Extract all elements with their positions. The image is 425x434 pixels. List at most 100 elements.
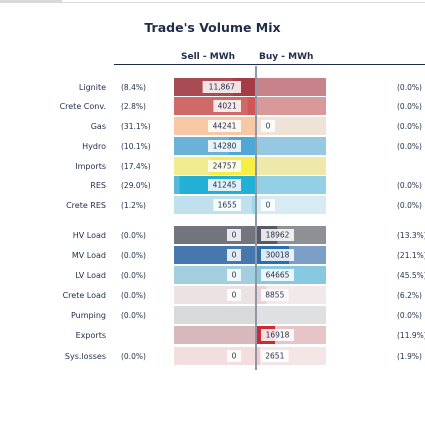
buy-percent-label: (0.0%)	[397, 181, 422, 190]
buy-value-badge	[261, 120, 275, 132]
buy-percent-label: (1.9%)	[397, 352, 422, 361]
sell-percent-label: (0.0%)	[121, 291, 146, 300]
buy-value-badge	[261, 249, 294, 261]
category-label: Imports	[75, 162, 106, 171]
category-label: Exports	[76, 331, 106, 340]
buy-percent-label: (21.1%)	[397, 251, 425, 260]
sell-percent-label: (0.0%)	[121, 271, 146, 280]
sell-bar	[247, 97, 255, 115]
sell-row-background	[174, 326, 255, 344]
buy-row-background	[257, 157, 326, 175]
sell-value-label: 44241	[213, 122, 237, 131]
buy-value-badge	[261, 269, 294, 281]
sell-value-badge	[208, 140, 241, 152]
buy-value-label: 2651	[265, 352, 284, 361]
buy-value-label: 64665	[266, 271, 290, 280]
sell-value-badge	[227, 289, 241, 301]
sell-row-background	[174, 347, 255, 365]
buy-value-badge	[261, 229, 294, 241]
category-label: Gas	[91, 122, 106, 131]
category-label: RES	[90, 181, 106, 190]
sell-bar	[251, 196, 255, 214]
sell-percent-label: (10.1%)	[121, 142, 151, 151]
buy-row-background	[257, 97, 326, 115]
category-label: Hydro	[82, 142, 106, 151]
sell-row-background	[174, 266, 255, 284]
buy-row-background	[257, 78, 326, 96]
sell-percent-label: (0.0%)	[121, 352, 146, 361]
sell-value-badge	[202, 81, 241, 93]
category-label: HV Load	[73, 231, 106, 240]
buy-value-label: 16918	[266, 331, 290, 340]
category-label: Sys.losses	[65, 352, 106, 361]
sell-value-label: 1655	[218, 201, 237, 210]
sell-value-badge	[213, 100, 241, 112]
sell-percent-label: (2.8%)	[121, 102, 146, 111]
top-divider	[0, 0, 425, 8]
sell-row-background	[174, 246, 255, 264]
buy-value-badge	[261, 199, 275, 211]
sell-value-label: 0	[232, 231, 237, 240]
buy-percent-label: (45.5%)	[397, 271, 425, 280]
sell-value-label: 4021	[218, 102, 237, 111]
sell-value-badge	[208, 160, 241, 172]
category-label: Crete RES	[66, 201, 106, 210]
buy-value-label: 0	[266, 201, 271, 210]
buy-bar	[257, 347, 260, 365]
sell-percent-label: (29.0%)	[121, 181, 151, 190]
buy-row-background	[257, 306, 326, 324]
buy-percent-label: (13.3%)	[397, 231, 425, 240]
buy-percent-label: (0.0%)	[397, 122, 422, 131]
sell-percent-label: (0.0%)	[121, 311, 146, 320]
category-label: Crete Load	[63, 291, 106, 300]
sell-value-label: 0	[232, 352, 237, 361]
buy-percent-label: (0.0%)	[397, 102, 422, 111]
buy-value-label: 30018	[266, 251, 290, 260]
sell-value-badge	[208, 120, 241, 132]
category-label: LV Load	[75, 271, 106, 280]
sell-value-label: 11,867	[209, 83, 235, 92]
sell-value-badge	[213, 199, 241, 211]
sell-percent-label: (0.0%)	[121, 251, 146, 260]
sell-value-label: 0	[232, 291, 237, 300]
buy-value-badge	[261, 289, 289, 301]
sell-percent-label: (0.0%)	[121, 231, 146, 240]
sell-row-background	[174, 306, 255, 324]
sell-value-badge	[227, 269, 241, 281]
sell-value-badge	[208, 179, 241, 191]
chart-title: Trade's Volume Mix	[144, 20, 281, 35]
sell-value-label: 41245	[213, 181, 237, 190]
sell-row-background	[174, 286, 255, 304]
sell-value-label: 14280	[213, 142, 237, 151]
sell-percent-label: (31.1%)	[121, 122, 151, 131]
buy-percent-label: (6.2%)	[397, 291, 422, 300]
buy-row-background	[257, 137, 326, 155]
buy-percent-label: (0.0%)	[397, 311, 422, 320]
category-label: Pumping	[71, 311, 106, 320]
category-label: Lignite	[79, 83, 106, 92]
buy-percent-label: (11.9%)	[397, 331, 425, 340]
buy-value-label: 8855	[265, 291, 284, 300]
buy-column-header: Buy - MWh	[259, 52, 314, 62]
sell-value-label: 24757	[213, 162, 237, 171]
sell-percent-label: (8.4%)	[121, 83, 146, 92]
buy-percent-label: (0.0%)	[397, 83, 422, 92]
buy-percent-label: (0.0%)	[397, 142, 422, 151]
buy-value-label: 0	[266, 122, 271, 131]
buy-value-badge	[261, 329, 294, 341]
sell-value-badge	[227, 229, 241, 241]
sell-value-label: 0	[232, 251, 237, 260]
buy-percent-label: (0.0%)	[397, 201, 422, 210]
header-rule	[114, 64, 425, 65]
buy-row-background	[257, 176, 326, 194]
sell-percent-label: (17.4%)	[121, 162, 151, 171]
sell-percent-label: (1.2%)	[121, 201, 146, 210]
sell-value-badge	[227, 249, 241, 261]
sell-value-label: 0	[232, 271, 237, 280]
buy-value-badge	[261, 350, 289, 362]
sell-value-badge	[227, 350, 241, 362]
sell-column-header: Sell - MWh	[181, 52, 236, 62]
category-label: Crete Conv.	[60, 102, 106, 111]
category-label: MV Load	[72, 251, 106, 260]
